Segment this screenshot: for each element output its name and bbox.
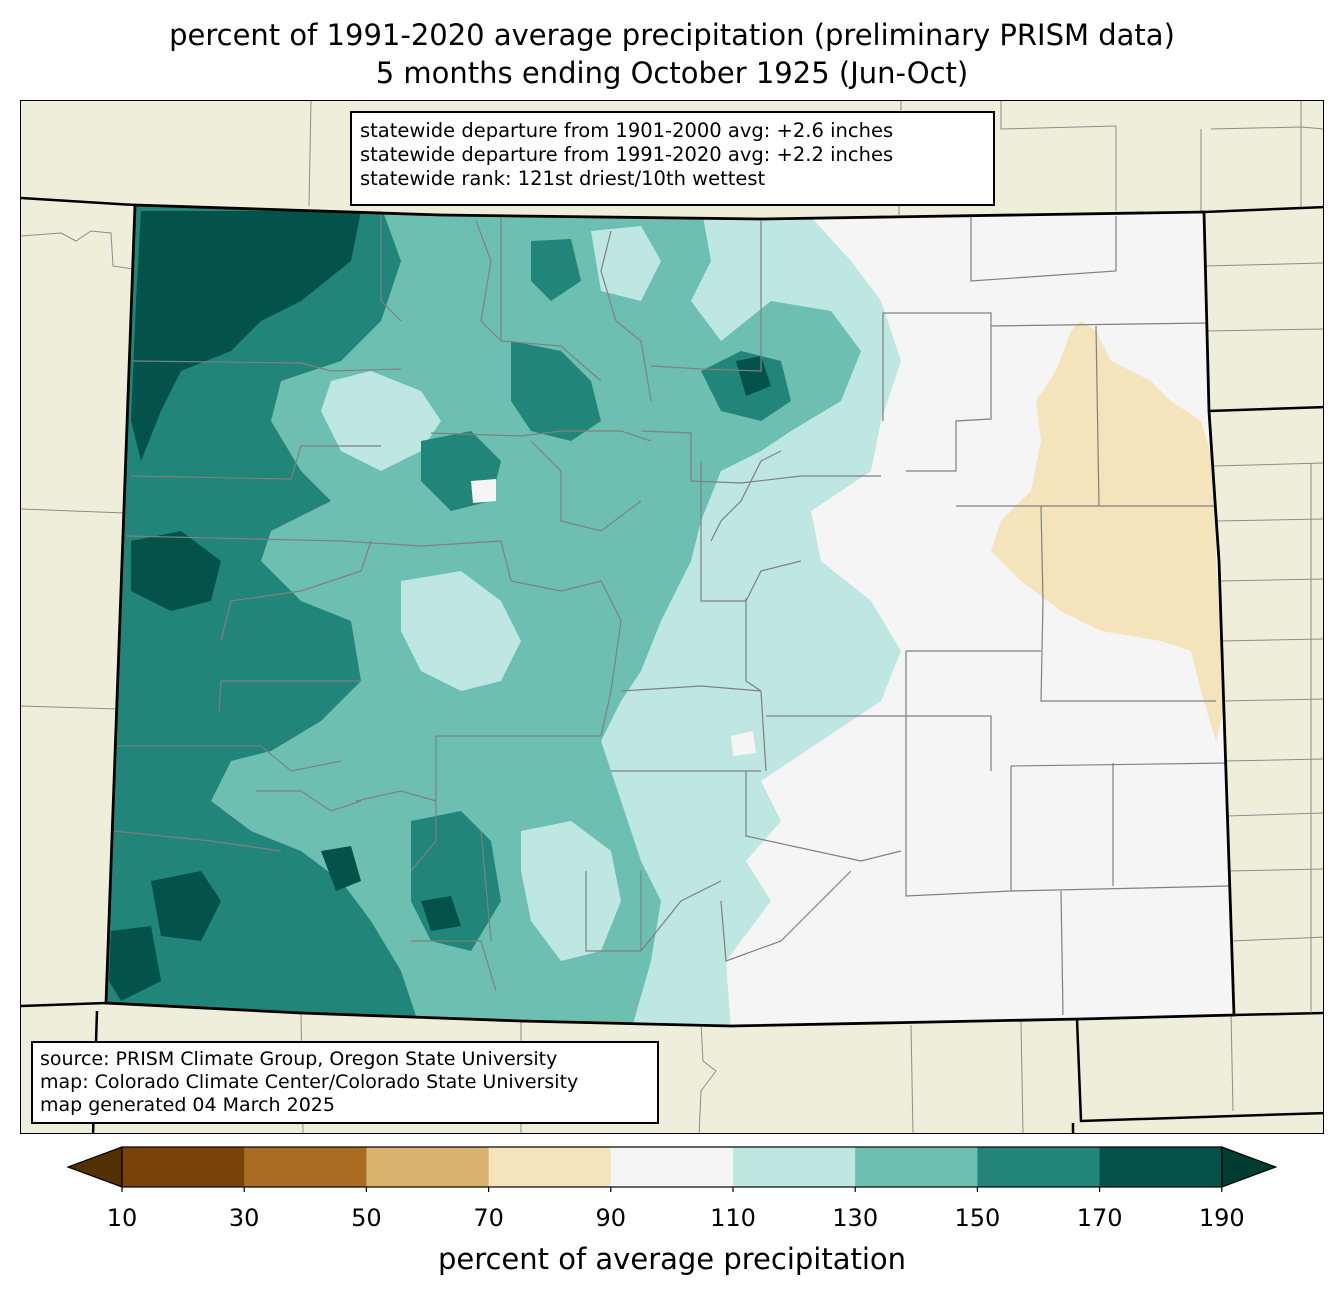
colorbar-over-arrow bbox=[1221, 1146, 1278, 1188]
map-svg bbox=[21, 101, 1323, 1133]
colorbar-bin bbox=[1099, 1147, 1223, 1187]
colorbar-bin bbox=[122, 1147, 245, 1187]
colorbar-tick-label: 170 bbox=[1076, 1204, 1123, 1232]
neighbor-state-borders bbox=[21, 196, 1323, 1133]
colorbar-bin bbox=[977, 1147, 1101, 1187]
colorbar-bin bbox=[488, 1147, 612, 1187]
colorbar-tick-label: 190 bbox=[1198, 1204, 1245, 1232]
colorbar bbox=[66, 1146, 1278, 1192]
colorbar-tick-label: 70 bbox=[473, 1204, 504, 1232]
stats-line-1: statewide departure from 1901-2000 avg: … bbox=[360, 119, 894, 142]
source-line-3: map generated 04 March 2025 bbox=[40, 1094, 335, 1116]
colorbar-tick-label: 30 bbox=[228, 1204, 260, 1232]
colorbar-tick-label: 130 bbox=[832, 1204, 879, 1232]
colorbar-bin bbox=[244, 1147, 367, 1187]
source-line-2: map: Colorado Climate Center/Colorado St… bbox=[40, 1071, 579, 1093]
map-title-line-1: percent of 1991-2020 average precipitati… bbox=[169, 18, 1175, 52]
source-box: source: PRISM Climate Group, Oregon Stat… bbox=[31, 1041, 659, 1124]
colorbar-tick-label: 50 bbox=[351, 1204, 382, 1232]
colorbar-under-arrow bbox=[66, 1146, 123, 1188]
stats-line-3: statewide rank: 121st driest/10th wettes… bbox=[360, 167, 766, 190]
colorbar-bin bbox=[610, 1147, 734, 1187]
colorbar-bin bbox=[733, 1147, 856, 1187]
stats-line-2: statewide departure from 1991-2020 avg: … bbox=[360, 143, 894, 166]
colorbar-tick-label: 150 bbox=[954, 1204, 1001, 1232]
county-borders bbox=[112, 206, 1232, 1016]
map-title-line-2: 5 months ending October 1925 (Jun-Oct) bbox=[375, 56, 969, 90]
source-line-1: source: PRISM Climate Group, Oregon Stat… bbox=[40, 1048, 558, 1070]
precipitation-field bbox=[106, 205, 1234, 1026]
colorbar-tick-label: 110 bbox=[710, 1204, 756, 1232]
colorbar-bin bbox=[366, 1147, 490, 1187]
map-panel bbox=[20, 100, 1324, 1134]
colorado-border bbox=[104, 203, 1236, 1028]
colorbar-frame bbox=[121, 1146, 1223, 1188]
colorbar-bin bbox=[855, 1147, 978, 1187]
statewide-stats-box: statewide departure from 1901-2000 avg: … bbox=[350, 111, 995, 206]
colorbar-tick-label: 90 bbox=[595, 1204, 627, 1232]
colorbar-tick-label: 10 bbox=[106, 1204, 138, 1232]
colorbar-label: percent of average precipitation bbox=[437, 1242, 907, 1276]
